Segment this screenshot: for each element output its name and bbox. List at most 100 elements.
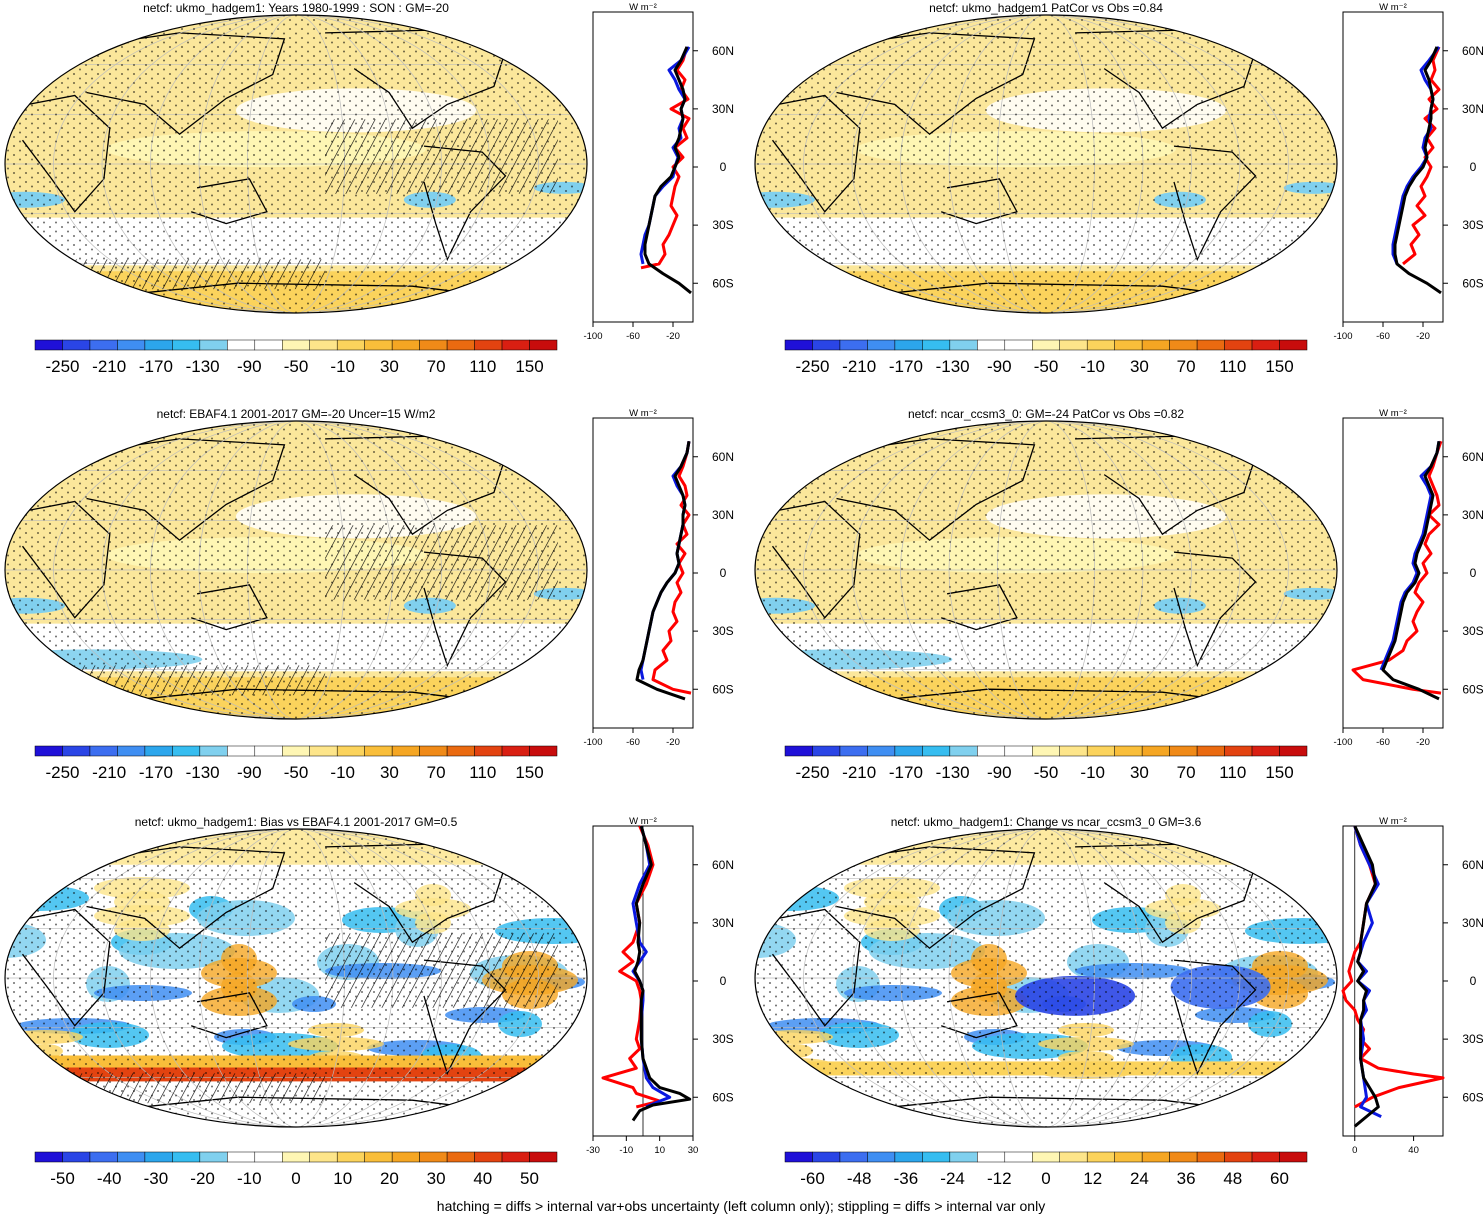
colorbar-box <box>1251 745 1280 757</box>
profile-lat-label: 30S <box>1462 624 1483 638</box>
profile-series-ensemble <box>1393 46 1442 295</box>
profile-series-observations <box>651 441 692 695</box>
colorbar-box <box>501 339 530 351</box>
colorbar-box <box>419 339 448 351</box>
colorbar-label: 20 <box>380 1169 399 1188</box>
colorbar-box <box>977 745 1006 757</box>
colorbar-box <box>391 1151 420 1163</box>
colorbar-box <box>419 745 448 757</box>
colorbar-label: 30 <box>427 1169 446 1188</box>
colorbar-label: -210 <box>842 763 876 782</box>
colorbar-label: 60 <box>1270 1169 1289 1188</box>
map-outline <box>754 828 1338 1128</box>
map-outline <box>4 828 588 1128</box>
panel-title: netcf: ukmo_hadgem1: Change vs ncar_ccsm… <box>891 815 1202 829</box>
colorbar-box <box>867 1151 896 1163</box>
colorbar-label: 150 <box>1265 357 1293 376</box>
colorbar-box <box>172 1151 201 1163</box>
profile-lat-label: 30N <box>1462 508 1483 522</box>
colorbar-box <box>867 745 896 757</box>
colorbar-box <box>1279 339 1308 351</box>
colorbar-box <box>1224 745 1253 757</box>
colorbar-label: -90 <box>987 763 1012 782</box>
colorbar: -60 -48 -36 -24 -12 0 12 24 36 48 60 <box>784 1151 1308 1188</box>
colorbar-box <box>922 339 951 351</box>
colorbar-box <box>1032 339 1060 351</box>
profile-lat-label: 0 <box>720 974 727 988</box>
zonal-profile: W m⁻² -100 -60 -20 60N 30N 0 30S 60S <box>583 408 734 748</box>
colorbar-box <box>1032 745 1060 757</box>
map-outline <box>754 14 1338 314</box>
colorbar-label: -30 <box>144 1169 169 1188</box>
colorbar-label: -10 <box>330 763 355 782</box>
colorbar-box <box>117 1151 146 1163</box>
colorbar-box <box>34 339 63 351</box>
colorbar-label: -210 <box>92 763 126 782</box>
profile-x-label: -20 <box>1416 331 1430 342</box>
colorbar-box <box>282 1151 310 1163</box>
colorbar-box <box>922 1151 951 1163</box>
profile-lat-label: 60S <box>712 1090 733 1104</box>
colorbar-box <box>62 339 91 351</box>
colorbar-label: -20 <box>190 1169 215 1188</box>
profile-lat-label: 30N <box>712 916 734 930</box>
colorbar-label: 70 <box>427 357 446 376</box>
colorbar-box <box>922 745 951 757</box>
colorbar-label: 12 <box>1083 1169 1102 1188</box>
colorbar-box <box>144 1151 173 1163</box>
colorbar-box <box>34 745 63 757</box>
colorbar-label: -130 <box>186 763 220 782</box>
colorbar-box <box>1196 1151 1225 1163</box>
colorbar-box <box>34 1151 63 1163</box>
colorbar-label: -10 <box>1080 763 1105 782</box>
colorbar-box <box>977 339 1006 351</box>
colorbar-box <box>784 1151 813 1163</box>
colorbar-box <box>1141 1151 1170 1163</box>
profile-lat-label: 60N <box>712 44 734 58</box>
map-field <box>755 421 1337 719</box>
profile-x-label: -60 <box>626 331 640 342</box>
panel-title: netcf: ukmo_hadgem1: Bias vs EBAF4.1 200… <box>135 815 458 829</box>
profile-x-label: -60 <box>1376 737 1390 748</box>
colorbar-box <box>282 745 310 757</box>
colorbar-box <box>1004 745 1033 757</box>
profile-series-ncar_ccsm3_0 <box>1379 441 1441 671</box>
colorbar-box <box>172 339 201 351</box>
colorbar-box <box>62 1151 91 1163</box>
colorbar-box <box>254 745 283 757</box>
colorbar-label: -130 <box>936 357 970 376</box>
field-anomaly <box>777 852 813 866</box>
colorbar-box <box>1086 339 1115 351</box>
colorbar-label: 150 <box>1265 763 1293 782</box>
colorbar-box <box>89 339 118 351</box>
colorbar-box <box>446 339 475 351</box>
colorbar: -250 -210 -170 -130 -90 -50 -10 30 70 110 150 <box>34 339 558 376</box>
colorbar-box <box>839 1151 868 1163</box>
colorbar-box <box>391 339 420 351</box>
colorbar-box <box>89 745 118 757</box>
panel-5: netcf: ukmo_hadgem1: Bias vs EBAF4.1 200… <box>4 815 734 1188</box>
zonal-profile: W m⁻² -100 -60 -20 60N 30N 0 30S 60S <box>1333 2 1483 342</box>
profile-lat-label: 0 <box>720 160 727 174</box>
zonal-profile: W m⁻² -100 -60 -20 60N 30N 0 30S 60S <box>583 2 734 342</box>
colorbar-box <box>199 1151 228 1163</box>
colorbar-label: -210 <box>92 357 126 376</box>
colorbar-label: -24 <box>940 1169 965 1188</box>
colorbar-label: 0 <box>1041 1169 1050 1188</box>
colorbar-label: -90 <box>237 357 262 376</box>
hatch-region <box>325 119 558 194</box>
footer-note: hatching = diffs > internal var+obs unce… <box>437 1198 1045 1214</box>
colorbar: -250 -210 -170 -130 -90 -50 -10 30 70 110 150 <box>784 745 1308 782</box>
colorbar-label: 110 <box>1219 357 1246 376</box>
colorbar-label: -250 <box>795 763 829 782</box>
colorbar-label: -170 <box>889 357 923 376</box>
colorbar-box <box>977 1151 1006 1163</box>
map-field <box>5 421 587 719</box>
colorbar-box <box>117 339 146 351</box>
profile-x-label: 0 <box>1352 1145 1357 1156</box>
profile-x-label: -20 <box>1416 737 1430 748</box>
colorbar-box <box>1251 1151 1280 1163</box>
colorbar-label: 40 <box>473 1169 492 1188</box>
profile-lat-label: 60S <box>712 276 733 290</box>
